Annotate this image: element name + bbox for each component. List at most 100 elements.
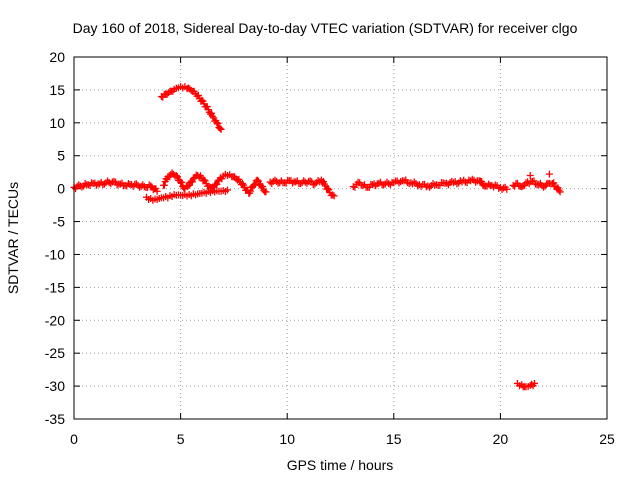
data-point xyxy=(162,89,173,98)
data-point xyxy=(172,191,182,199)
y-tick-label: -30 xyxy=(45,378,65,394)
data-point xyxy=(298,177,311,187)
data-point xyxy=(189,171,200,183)
data-point xyxy=(317,176,329,188)
data-point xyxy=(550,179,558,187)
plot-frame xyxy=(73,56,608,420)
data-point xyxy=(496,183,509,193)
data-point xyxy=(458,176,473,187)
data-point xyxy=(202,187,212,197)
data-point xyxy=(155,194,165,203)
data-point xyxy=(96,178,108,188)
y-tick-label: -5 xyxy=(53,214,66,230)
data-point xyxy=(160,193,170,202)
data-point xyxy=(194,171,204,181)
data-points xyxy=(70,83,564,391)
data-point xyxy=(209,112,220,125)
data-point xyxy=(503,185,511,193)
data-point xyxy=(181,191,191,200)
data-point xyxy=(179,83,189,92)
data-point xyxy=(262,188,270,196)
data-point xyxy=(198,188,208,197)
gridlines xyxy=(74,57,607,419)
data-point xyxy=(224,171,234,179)
data-point xyxy=(219,187,229,196)
y-tick-label: -35 xyxy=(45,411,65,427)
data-point xyxy=(211,187,221,196)
data-point xyxy=(526,380,537,390)
x-tick-label: 15 xyxy=(386,431,402,447)
data-point xyxy=(531,379,539,387)
data-point xyxy=(236,178,247,189)
data-point xyxy=(147,195,157,204)
axis-ticks xyxy=(73,56,608,420)
data-point xyxy=(522,383,532,391)
data-point xyxy=(390,177,405,187)
data-point xyxy=(147,182,160,194)
data-point xyxy=(183,84,194,93)
data-point xyxy=(253,176,265,189)
data-point xyxy=(228,173,239,181)
data-point xyxy=(219,170,229,180)
data-point xyxy=(224,186,232,194)
x-tick-labels: 0 5 10 15 20 25 xyxy=(70,431,615,447)
data-point xyxy=(196,94,207,105)
data-point xyxy=(356,179,368,190)
data-point xyxy=(76,179,89,191)
y-tick-labels: 20 15 10 5 0 -5 -10 -15 -20 -25 -30 -35 xyxy=(45,49,65,427)
data-point xyxy=(168,191,178,201)
data-point xyxy=(552,183,563,194)
data-point xyxy=(526,171,534,179)
data-point xyxy=(187,87,198,95)
data-point xyxy=(168,169,179,180)
data-point xyxy=(200,100,211,111)
x-tick-label: 25 xyxy=(599,431,615,447)
data-point xyxy=(157,90,168,101)
data-point xyxy=(556,188,564,196)
data-point xyxy=(177,191,187,200)
data-point xyxy=(217,125,225,133)
x-tick-label: 5 xyxy=(177,431,185,447)
data-point xyxy=(202,179,213,190)
y-axis-label: SDTVAR / TECUs xyxy=(5,182,21,294)
data-point xyxy=(185,191,195,200)
chart-title: Day 160 of 2018, Sidereal Day-to-day VTE… xyxy=(73,20,578,36)
data-point xyxy=(488,181,503,192)
data-point xyxy=(108,177,121,189)
data-point xyxy=(185,177,196,189)
data-point xyxy=(194,190,204,198)
data-point xyxy=(513,179,524,190)
y-tick-label: -20 xyxy=(45,312,65,328)
x-axis-label: GPS time / hours xyxy=(287,457,394,473)
data-point xyxy=(322,182,333,194)
data-point xyxy=(509,180,520,190)
data-point xyxy=(213,119,224,132)
y-tick-label: 5 xyxy=(57,148,65,164)
data-point xyxy=(545,170,553,178)
y-tick-label: 0 xyxy=(57,181,65,197)
data-point xyxy=(292,177,305,188)
data-point xyxy=(375,178,388,189)
data-point xyxy=(206,187,217,197)
data-point xyxy=(142,193,153,203)
data-point xyxy=(164,192,174,202)
data-point xyxy=(164,171,175,181)
data-point xyxy=(518,181,529,191)
data-point xyxy=(174,83,185,92)
y-tick-label: -25 xyxy=(45,345,65,361)
x-tick-label: 0 xyxy=(70,431,78,447)
data-point xyxy=(170,84,180,93)
data-point xyxy=(151,195,161,203)
data-point xyxy=(160,175,171,189)
y-tick-label: 10 xyxy=(49,115,65,131)
x-tick-label: 20 xyxy=(493,431,509,447)
data-point xyxy=(513,379,524,390)
data-point xyxy=(140,181,153,191)
y-tick-label: -15 xyxy=(45,279,65,295)
y-tick-label: -10 xyxy=(45,246,65,262)
data-point xyxy=(215,187,225,195)
data-point xyxy=(330,192,338,200)
data-point xyxy=(153,187,161,195)
data-point xyxy=(166,87,177,95)
data-point xyxy=(206,183,217,192)
